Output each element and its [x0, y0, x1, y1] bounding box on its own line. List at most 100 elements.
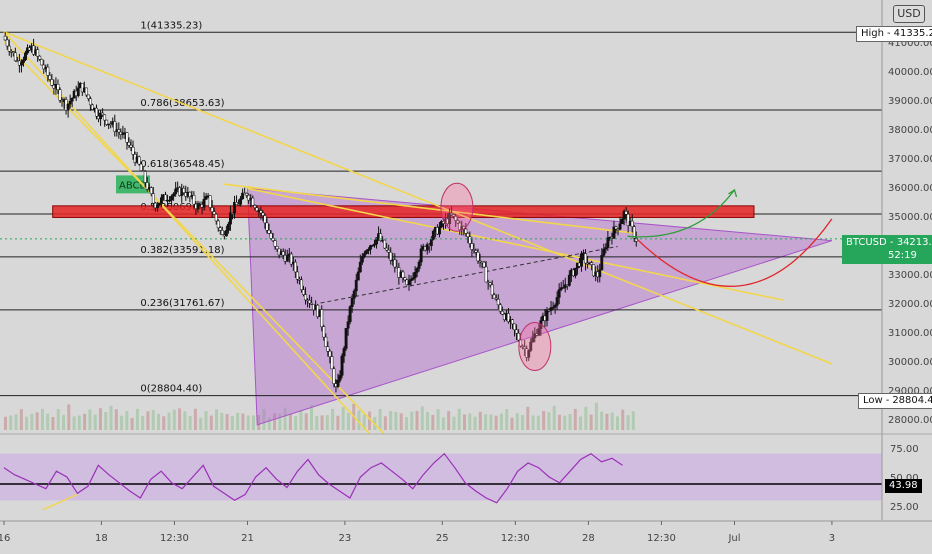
candle-body — [172, 193, 176, 197]
time-tick-label: 12:30 — [160, 533, 189, 544]
candle-body — [113, 121, 117, 132]
volume-bar — [98, 408, 102, 430]
candle-body — [267, 229, 271, 234]
candle-body — [95, 107, 98, 117]
volume-bar — [46, 413, 50, 430]
candle-body — [151, 193, 155, 204]
volume-bar — [389, 411, 393, 430]
candle-body — [338, 375, 342, 381]
time-tick-label: 12:30 — [501, 533, 530, 544]
candle-body — [472, 249, 476, 251]
volume-bar — [494, 415, 498, 430]
volume-bar — [394, 411, 398, 430]
candle-body — [484, 266, 488, 283]
candle-body — [393, 259, 397, 268]
candle-body — [456, 220, 460, 224]
last-price-badge: BTCUSD - 34213.13 52:19 — [842, 235, 932, 264]
candle-body — [324, 336, 328, 347]
volume-bar — [357, 410, 361, 430]
volume-bar — [62, 414, 66, 430]
candle-body — [216, 220, 220, 229]
candle-body — [129, 144, 133, 148]
candle-body — [557, 289, 561, 298]
candle-body — [103, 114, 107, 121]
price-tick-label: 37000.00 — [888, 154, 932, 165]
candle-body — [13, 52, 17, 61]
candle-body — [164, 194, 167, 201]
candle-body — [448, 212, 452, 224]
volume-bar — [631, 411, 635, 430]
candle-body — [271, 238, 275, 241]
volume-bar — [283, 407, 287, 430]
candle-body — [239, 198, 243, 205]
volume-bar — [193, 408, 197, 430]
candle-body — [602, 249, 606, 256]
candle-body — [263, 215, 267, 224]
candle-body — [326, 346, 330, 352]
candle-body — [373, 243, 376, 246]
currency-button[interactable]: USD — [893, 5, 925, 23]
high-value: 41335.23 — [893, 28, 932, 39]
time-axis[interactable]: 16 18 12:30 21 23 25 12:30 28 12:30 Jul 3 — [0, 520, 932, 544]
volume-bar — [120, 415, 124, 430]
candle-body — [454, 216, 458, 221]
candle-body — [515, 329, 518, 334]
candle-body — [350, 298, 354, 307]
candle-body — [336, 380, 340, 387]
volume-bar — [615, 416, 619, 430]
candle-body — [139, 163, 143, 171]
candle-body — [567, 274, 571, 286]
candle-body — [545, 309, 549, 321]
volume-bar — [278, 413, 282, 430]
volume-bar — [404, 417, 408, 430]
candle-body — [440, 221, 443, 228]
volume-bar — [605, 413, 609, 430]
volume-bar — [415, 410, 419, 430]
volume-bar — [88, 409, 92, 430]
rsi-trendline — [42, 493, 78, 511]
volume-bar — [452, 416, 456, 430]
price-tick-label: 32000.00 — [888, 299, 932, 310]
time-tick-label: 12:30 — [647, 533, 676, 544]
candle-body — [210, 207, 214, 212]
candle-body — [371, 244, 374, 247]
volume-bar — [51, 416, 55, 430]
candle-body — [348, 306, 352, 322]
rsi-tick-label: 25.00 — [890, 502, 919, 513]
candle-body — [84, 87, 88, 96]
volume-bar — [304, 413, 308, 430]
candle-body — [58, 89, 62, 101]
volume-bar — [299, 409, 303, 430]
volume-bar — [135, 408, 139, 430]
candle-body — [88, 98, 92, 106]
price-tick-label: 40000.00 — [888, 67, 932, 78]
volume-bar — [552, 406, 556, 430]
candle-body — [131, 146, 135, 155]
candle-body — [302, 289, 305, 295]
candle-body — [494, 297, 498, 300]
volume-bar — [236, 412, 240, 430]
volume-bar — [172, 409, 176, 430]
candle-body — [364, 250, 368, 254]
trendline — [3, 31, 370, 435]
volume-bar — [251, 415, 255, 430]
candle-body — [224, 230, 228, 237]
rsi-tick-label: 50.00 — [890, 473, 919, 484]
volume-bar — [473, 416, 477, 430]
candle-body — [310, 302, 314, 305]
price-tick-label: 31000.00 — [888, 328, 932, 339]
candle-body — [492, 294, 496, 299]
candle-body — [358, 261, 362, 273]
candle-body — [322, 326, 326, 338]
candle-body — [137, 156, 141, 165]
time-tick-label: 25 — [436, 533, 449, 544]
volume-bar — [72, 416, 76, 430]
low-label: Low — [863, 395, 883, 406]
candle-body — [117, 129, 121, 133]
candle-body — [76, 87, 80, 97]
volume-bar — [436, 409, 440, 430]
volume-bar — [109, 405, 113, 430]
price-tick-label: 39000.00 — [888, 96, 932, 107]
